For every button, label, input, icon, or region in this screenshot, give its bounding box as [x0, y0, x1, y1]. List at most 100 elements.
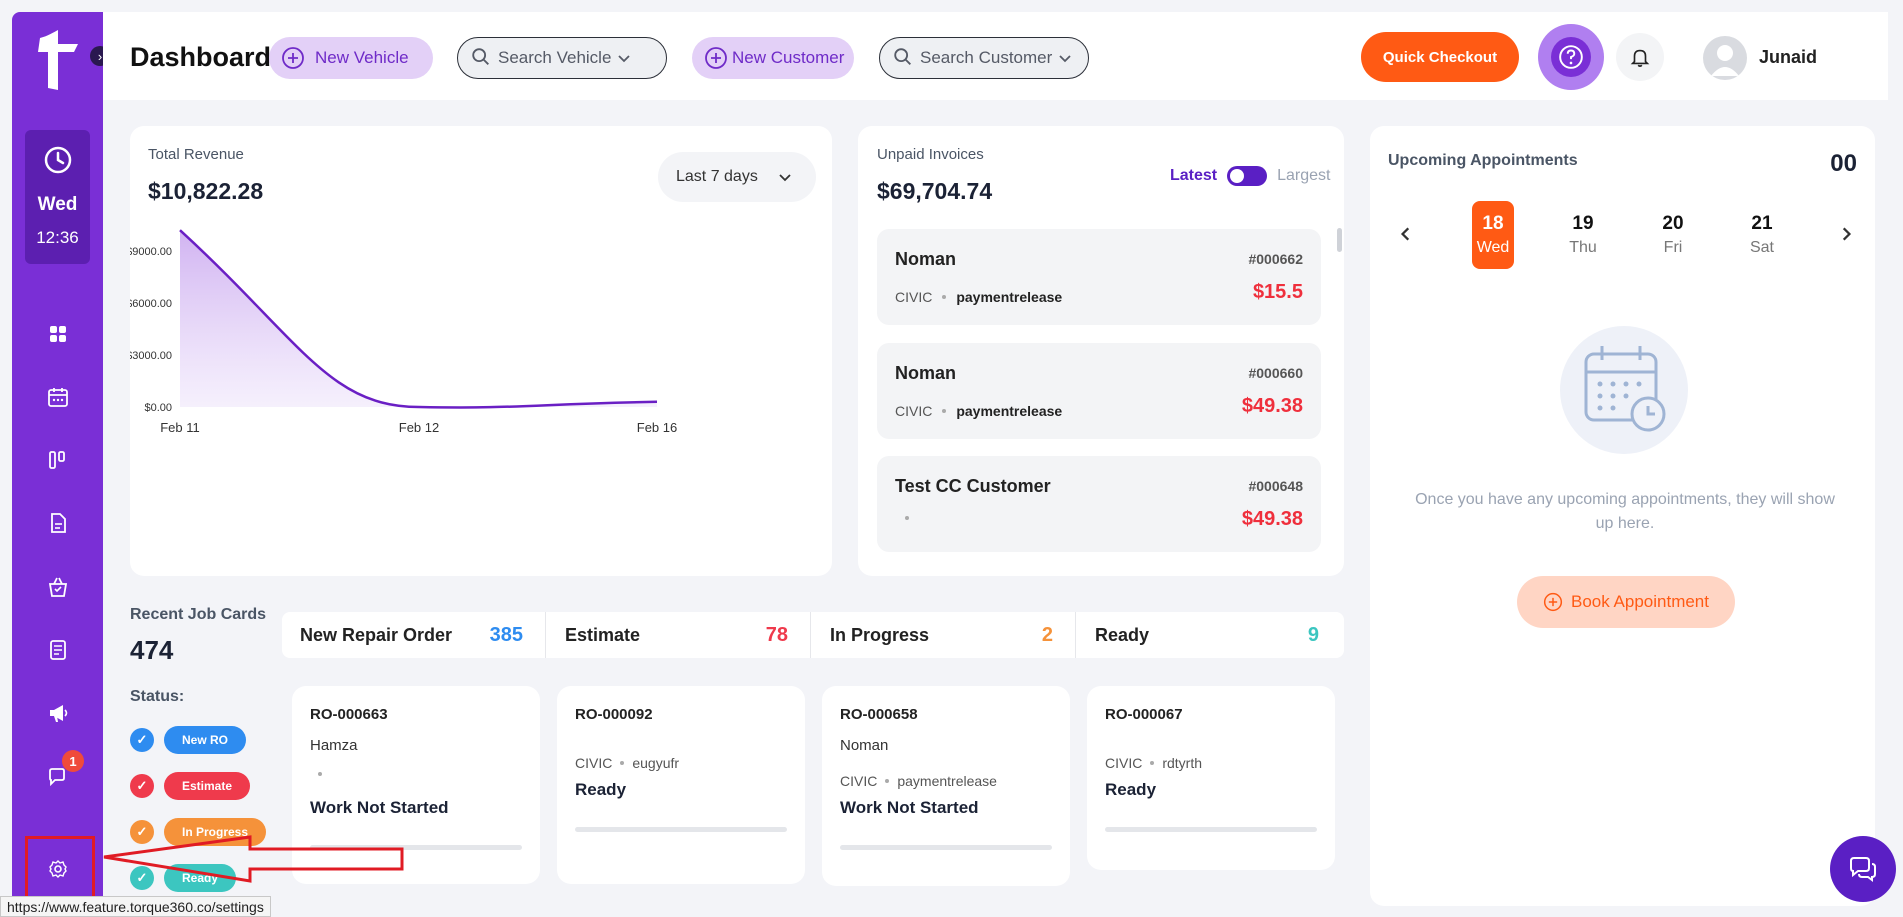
job-card[interactable]: RO-000092 CIVIC eugyufr Ready	[557, 686, 805, 884]
day-chip[interactable]: 20 Fri	[1652, 201, 1694, 269]
invoice-item[interactable]: Noman #000660 CIVIC paymentrelease $49.38	[877, 343, 1321, 439]
dashboard-icon[interactable]	[45, 321, 71, 347]
search-icon	[892, 46, 916, 70]
check-icon[interactable]: ✓	[130, 866, 154, 890]
day-chip[interactable]: 18 Wed	[1472, 201, 1514, 269]
status-bar-url: https://www.feature.torque360.co/setting…	[0, 896, 271, 917]
plus-circle-icon	[704, 46, 728, 70]
job-card[interactable]: RO-000663 Hamza Work Not Started	[292, 686, 540, 884]
job-card[interactable]: RO-000658 Noman CIVIC paymentrelease Work…	[822, 686, 1070, 886]
job-status: Ready	[1105, 780, 1157, 799]
job-ro-number: RO-000067	[1105, 706, 1183, 723]
x-tick-label: Feb 11	[160, 420, 200, 435]
search-vehicle-dropdown[interactable]: Search Vehicle	[457, 37, 667, 79]
chevron-left-icon[interactable]	[1398, 226, 1414, 247]
search-icon	[470, 46, 494, 70]
quick-checkout-button[interactable]: Quick Checkout	[1361, 32, 1519, 82]
document-icon[interactable]	[45, 510, 71, 536]
job-status: Work Not Started	[310, 798, 449, 817]
invoice-meta	[895, 516, 919, 520]
tab-ready[interactable]: Ready 9	[1077, 612, 1341, 658]
invoice-vehicle: CIVIC	[895, 403, 933, 419]
tab-new-repair-order[interactable]: New Repair Order 385	[282, 612, 546, 658]
clock-icon	[44, 146, 72, 174]
calendar-clock-icon	[1560, 326, 1688, 454]
unpaid-invoices-card: Unpaid Invoices $69,704.74 Latest Larges…	[858, 126, 1344, 576]
user-name[interactable]: Junaid	[1759, 47, 1818, 67]
invoice-customer: Noman	[895, 249, 957, 269]
job-meta: CIVIC paymentrelease	[840, 773, 997, 789]
shopping-bag-icon[interactable]	[45, 574, 71, 600]
tab-in-progress[interactable]: In Progress 2	[812, 612, 1076, 658]
job-progress-bar	[1105, 827, 1317, 832]
total-revenue-label: Total Revenue	[148, 146, 244, 163]
sort-toggle-switch[interactable]	[1227, 166, 1268, 186]
invoice-customer: Noman	[895, 363, 957, 383]
torque-logo[interactable]	[34, 30, 82, 90]
clock-day: Wed	[37, 194, 78, 215]
chevron-down-icon	[1058, 51, 1072, 65]
total-revenue-card: Total Revenue $10,822.28 Last 7 days $12…	[130, 126, 832, 576]
help-button[interactable]	[1538, 24, 1604, 90]
tab-count: 385	[489, 623, 523, 646]
invoice-number: #000660	[1248, 365, 1303, 381]
invoices-scrollbar[interactable]	[1337, 228, 1342, 252]
invoice-amount: $15.5	[1252, 281, 1303, 303]
toggle-knob	[1230, 169, 1245, 183]
invoice-amount: $49.38	[1241, 395, 1303, 417]
day-number: 21	[1751, 213, 1773, 234]
status-filter-estimate[interactable]: ✓ Estimate	[130, 772, 251, 800]
job-meta: CIVIC rdtyrth	[1105, 755, 1202, 771]
invoice-customer: Test CC Customer	[895, 476, 1051, 496]
check-icon[interactable]: ✓	[130, 728, 154, 752]
sort-latest-label[interactable]: Latest	[1170, 167, 1218, 184]
invoice-number: #000662	[1248, 251, 1303, 267]
tab-estimate[interactable]: Estimate 78	[547, 612, 811, 658]
sort-largest-label[interactable]: Largest	[1277, 167, 1331, 184]
job-status-tabs: New Repair Order 385 Estimate 78 In Prog…	[282, 612, 1344, 658]
check-icon[interactable]: ✓	[130, 820, 154, 844]
job-note: paymentrelease	[897, 773, 997, 789]
check-icon[interactable]: ✓	[130, 774, 154, 798]
job-card[interactable]: RO-000067 CIVIC rdtyrth Ready	[1087, 686, 1335, 870]
new-vehicle-button[interactable]: New Vehicle	[269, 37, 433, 79]
avatar[interactable]	[1703, 36, 1747, 80]
new-customer-button[interactable]: New Customer	[692, 37, 854, 79]
job-meta	[310, 772, 330, 776]
chevron-right-icon[interactable]	[1838, 226, 1854, 247]
job-progress-bar	[310, 845, 522, 850]
page-title: Dashboard	[130, 42, 272, 72]
job-vehicle: CIVIC	[575, 755, 613, 771]
appointments-title: Upcoming Appointments	[1388, 152, 1578, 169]
settings-icon[interactable]	[45, 856, 71, 882]
status-filter-new-ro[interactable]: ✓ New RO	[130, 726, 247, 754]
invoice-amount: $49.38	[1241, 508, 1303, 530]
x-tick-label: Feb 12	[399, 420, 439, 435]
chat-icon[interactable]	[45, 764, 71, 790]
megaphone-icon[interactable]	[45, 700, 71, 726]
day-weekday: Fri	[1663, 239, 1683, 256]
book-appointment-button[interactable]: Book Appointment	[1517, 576, 1735, 628]
notifications-button[interactable]	[1616, 33, 1664, 81]
search-vehicle-label: Search Vehicle	[498, 48, 612, 67]
kanban-icon[interactable]	[45, 447, 71, 473]
job-vehicle: CIVIC	[1105, 755, 1143, 771]
revenue-area	[180, 230, 657, 408]
day-chip[interactable]: 19 Thu	[1562, 201, 1604, 269]
calendar-icon[interactable]	[45, 384, 71, 410]
invoice-item[interactable]: Noman #000662 CIVIC paymentrelease $15.5	[877, 229, 1321, 325]
revenue-line	[179, 229, 658, 409]
job-vehicle: CIVIC	[840, 773, 878, 789]
day-chip[interactable]: 21 Sat	[1741, 201, 1783, 269]
invoice-icon[interactable]	[45, 637, 71, 663]
search-customer-dropdown[interactable]: Search Customer	[879, 37, 1089, 79]
status-badge: New RO	[164, 726, 247, 754]
revenue-range-select[interactable]: Last 7 days	[658, 152, 816, 202]
total-revenue-amount: $10,822.28	[148, 178, 264, 204]
plus-circle-icon	[1543, 592, 1563, 612]
job-note: rdtyrth	[1162, 755, 1203, 771]
revenue-range-label: Last 7 days	[676, 168, 758, 185]
separator-dot	[905, 516, 909, 520]
support-chat-button[interactable]	[1830, 836, 1896, 902]
invoice-item[interactable]: Test CC Customer #000648 $49.38	[877, 456, 1321, 552]
